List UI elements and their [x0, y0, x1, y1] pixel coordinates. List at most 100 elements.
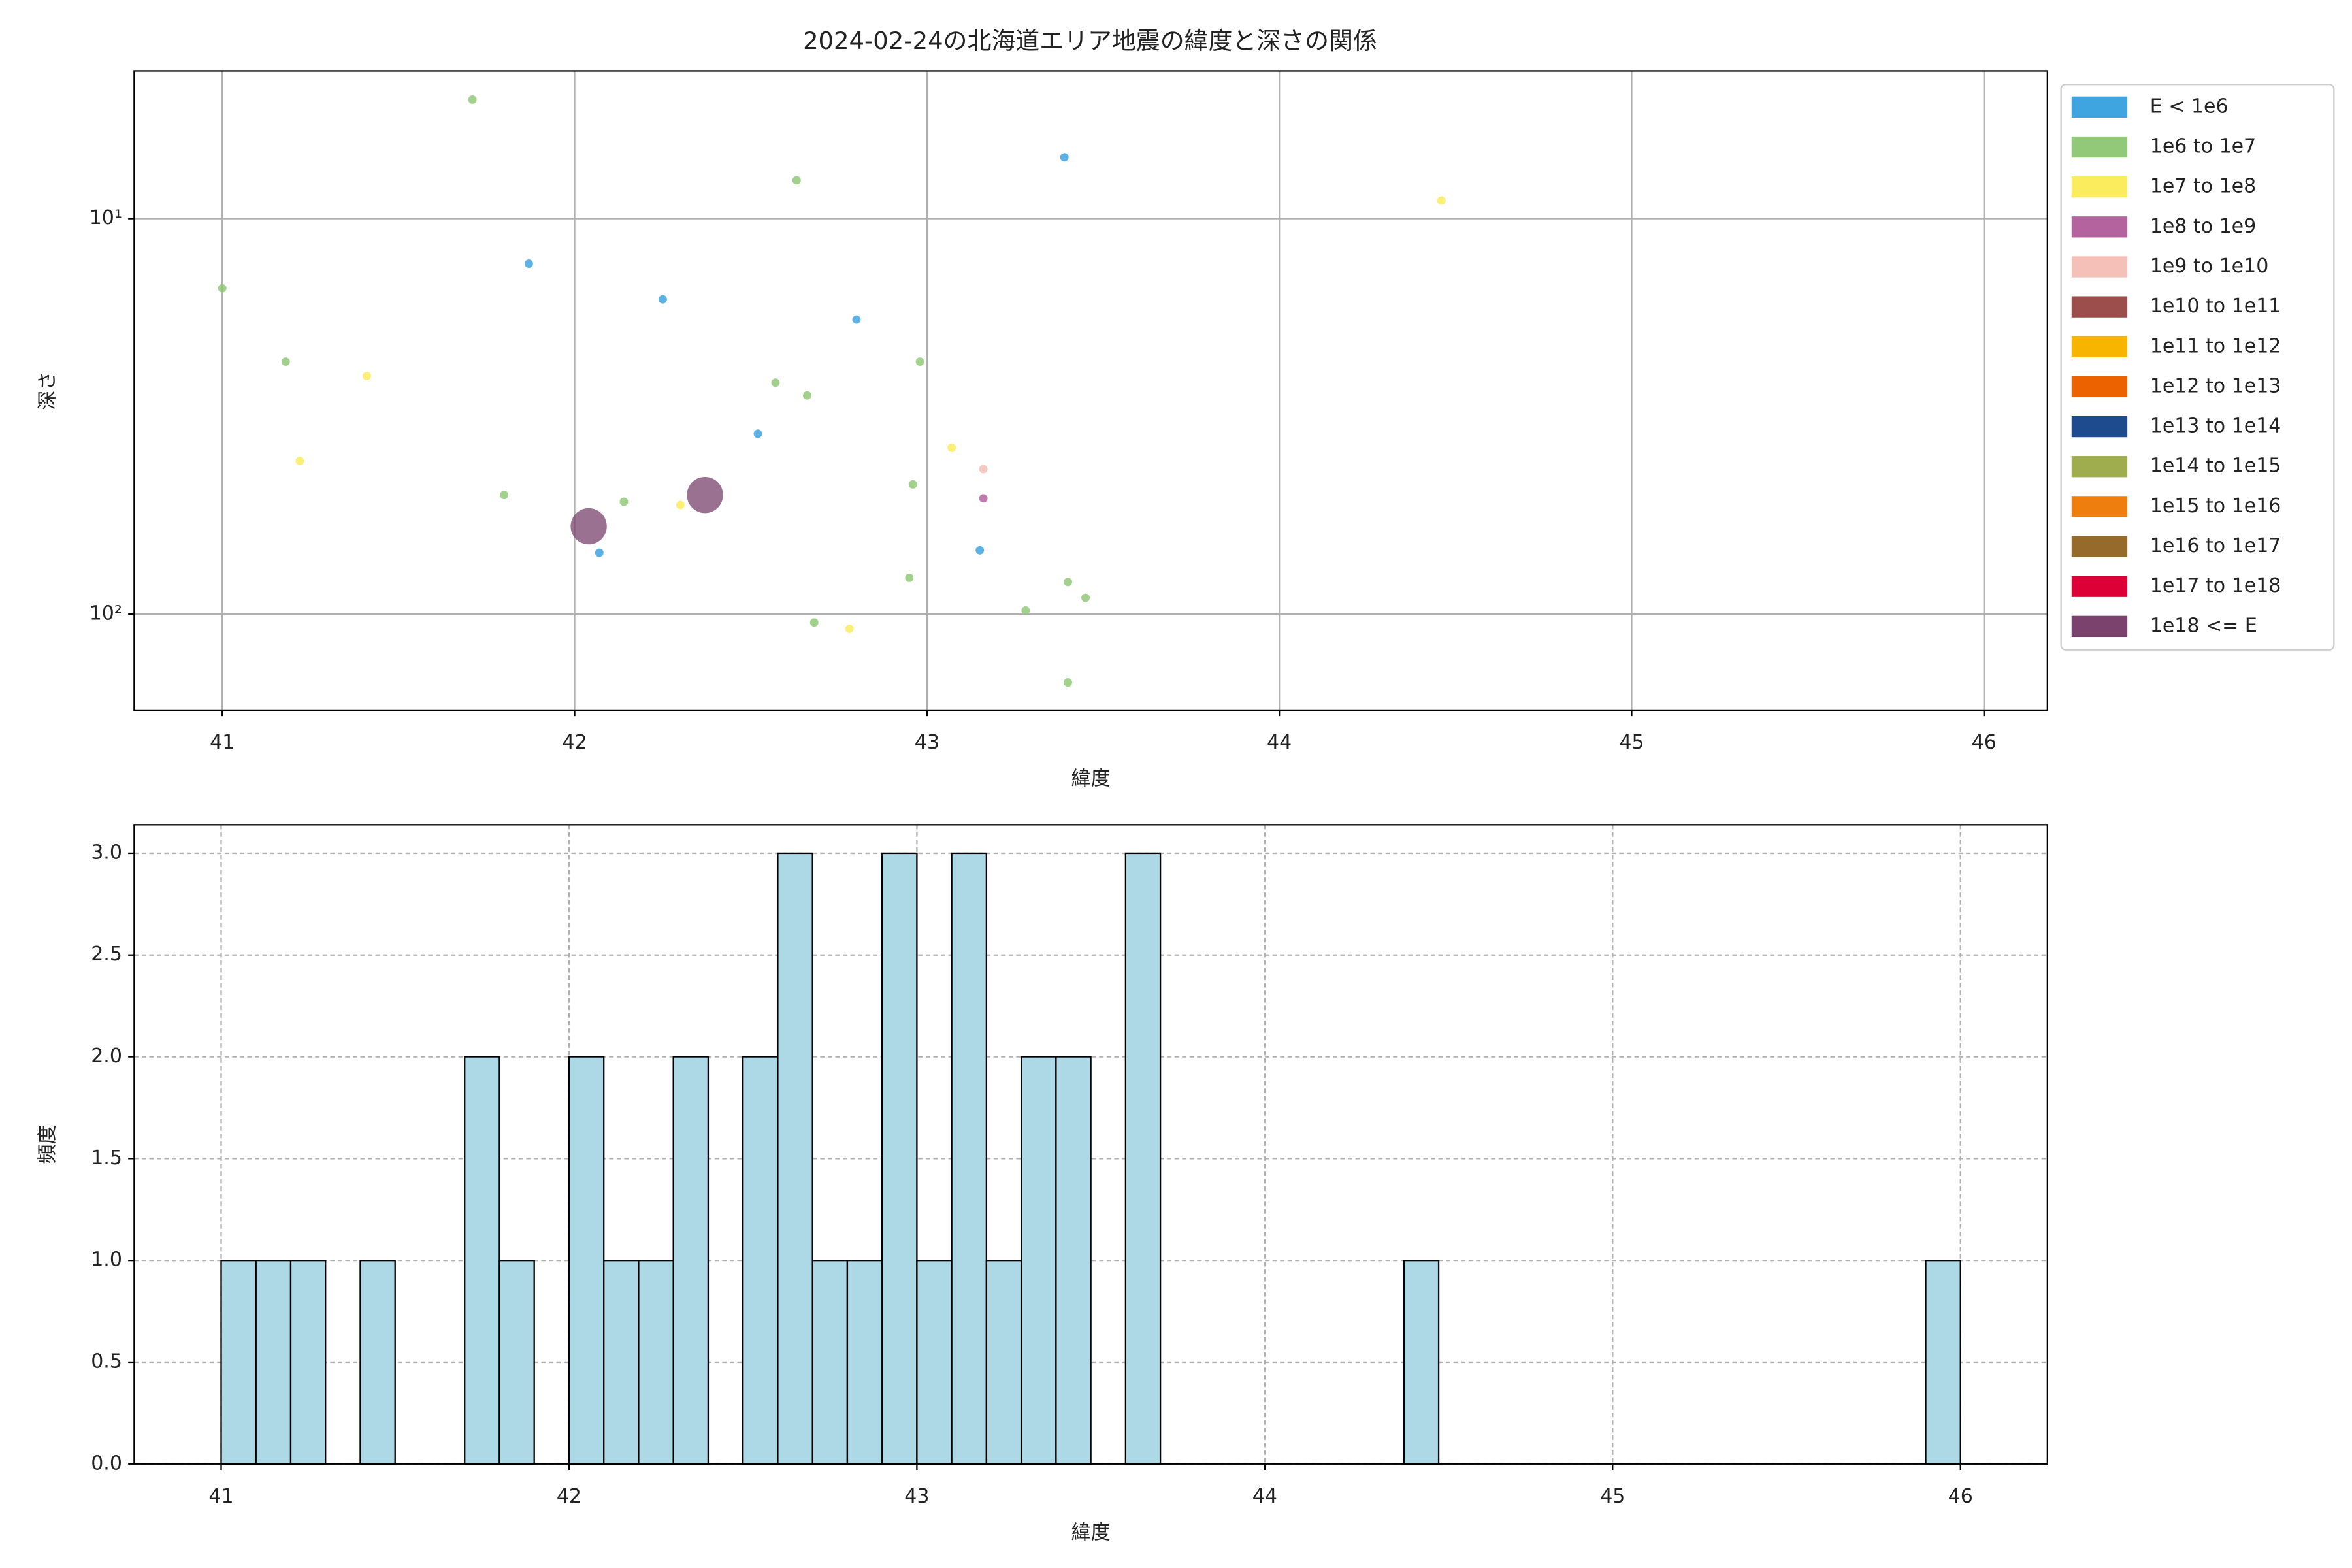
scatter-point — [979, 465, 988, 474]
legend-label: 1e8 to 1e9 — [2150, 215, 2256, 238]
legend: E < 1e6 1e6 to 1e7 1e7 to 1e8 1e8 to 1e9 1e9… — [2060, 84, 2335, 651]
legend-swatch — [2071, 176, 2128, 198]
scatter-point — [852, 315, 861, 324]
legend-swatch — [2071, 536, 2128, 557]
scatter-point — [687, 476, 723, 514]
histogram-bar — [777, 852, 813, 1465]
histogram-bar — [881, 852, 918, 1465]
legend-swatch — [2071, 456, 2128, 478]
scatter-point — [809, 618, 819, 627]
legend-label: 1e7 to 1e8 — [2150, 175, 2256, 198]
scatter-point — [1064, 678, 1073, 687]
scatter-point — [468, 95, 477, 104]
scatter-point — [1064, 578, 1073, 587]
legend-label: E < 1e6 — [2150, 95, 2229, 118]
scatter-point — [979, 494, 988, 503]
scatter-point — [1437, 196, 1446, 205]
scatter-point — [771, 378, 780, 387]
histogram-bar — [1925, 1260, 1961, 1465]
y-tick-label: 1.5 — [91, 1147, 122, 1169]
legend-swatch — [2071, 216, 2128, 238]
x-axis-label: 緯度 — [1071, 768, 1111, 791]
y-tick-label: 3.0 — [91, 841, 122, 864]
histogram-bar — [498, 1260, 535, 1465]
x-tick-label: 43 — [904, 1485, 929, 1508]
legend-swatch — [2071, 416, 2128, 438]
histogram-bar — [1124, 852, 1162, 1465]
scatter-point — [947, 444, 956, 452]
legend-swatch — [2071, 615, 2128, 637]
legend-label: 1e12 to 1e13 — [2150, 374, 2281, 397]
histogram-bar — [568, 1056, 605, 1465]
y-tick-label: 10¹ — [90, 206, 122, 229]
plot-frame — [133, 824, 2048, 1465]
histogram-bar — [220, 1260, 257, 1465]
y-axis-label: 頻度 — [36, 1125, 59, 1164]
legend-label: 1e11 to 1e12 — [2150, 335, 2281, 357]
x-tick-label: 45 — [1600, 1485, 1625, 1508]
y-tick-label: 2.0 — [91, 1045, 122, 1068]
x-tick-label: 42 — [557, 1485, 581, 1508]
scatter-point — [218, 284, 227, 293]
scatter-point — [362, 371, 371, 380]
scatter-point — [753, 429, 762, 438]
scatter-point — [295, 457, 304, 465]
y-axis-label: 深さ — [36, 371, 59, 410]
x-tick-label: 46 — [1948, 1485, 1973, 1508]
scatter-point — [500, 491, 509, 500]
scatter-point — [915, 357, 924, 366]
scatter-point — [619, 497, 629, 506]
y-tick-label: 1.0 — [91, 1249, 122, 1271]
histogram-bar — [742, 1056, 779, 1465]
legend-label: 1e9 to 1e10 — [2150, 255, 2269, 278]
histogram-bar — [638, 1260, 674, 1465]
legend-swatch — [2071, 376, 2128, 398]
legend-swatch — [2071, 136, 2128, 158]
x-tick-label: 41 — [210, 731, 235, 754]
legend-label: 1e13 to 1e14 — [2150, 415, 2281, 438]
legend-label: 1e14 to 1e15 — [2150, 455, 2281, 478]
scatter-point — [676, 500, 685, 510]
y-tick-label: 0.5 — [91, 1350, 122, 1373]
x-tick-label: 46 — [1972, 731, 1997, 754]
scatter-point — [905, 573, 914, 582]
legend-swatch — [2071, 96, 2128, 118]
scatter-point — [570, 508, 607, 545]
scatter-point — [792, 176, 801, 185]
histogram-bar — [1403, 1260, 1440, 1465]
scatter-point — [975, 546, 985, 555]
scatter-point — [595, 548, 604, 557]
x-tick-label: 41 — [208, 1485, 233, 1508]
legend-label: 1e17 to 1e18 — [2150, 574, 2281, 597]
scatter-point — [803, 391, 811, 400]
histogram-bar — [603, 1260, 640, 1465]
legend-swatch — [2071, 576, 2128, 597]
histogram-bar — [951, 852, 988, 1465]
y-tick-label: 0.0 — [91, 1452, 122, 1475]
scatter-point — [1081, 593, 1090, 602]
histogram-bar — [672, 1056, 710, 1465]
legend-label: 1e15 to 1e16 — [2150, 495, 2281, 517]
histogram-bar — [255, 1260, 292, 1465]
y-tick-label: 2.5 — [91, 943, 122, 966]
y-tick-label: 10² — [90, 602, 122, 625]
x-tick-label: 43 — [915, 731, 939, 754]
x-tick-label: 44 — [1252, 1485, 1277, 1508]
scatter-point — [908, 480, 917, 489]
legend-swatch — [2071, 256, 2128, 278]
histogram-bar — [846, 1260, 883, 1465]
legend-label: 1e6 to 1e7 — [2150, 135, 2256, 158]
histogram-bar — [464, 1056, 500, 1465]
scatter-point — [524, 259, 533, 269]
histogram-bar — [1055, 1056, 1092, 1465]
scatter-point — [281, 357, 290, 366]
legend-swatch — [2071, 496, 2128, 517]
histogram-bar — [1020, 1056, 1057, 1465]
histogram-bar — [811, 1260, 849, 1465]
histogram-bar — [289, 1260, 327, 1465]
histogram-bar — [359, 1260, 396, 1465]
legend-label: 1e16 to 1e17 — [2150, 534, 2281, 557]
x-tick-label: 45 — [1619, 731, 1644, 754]
